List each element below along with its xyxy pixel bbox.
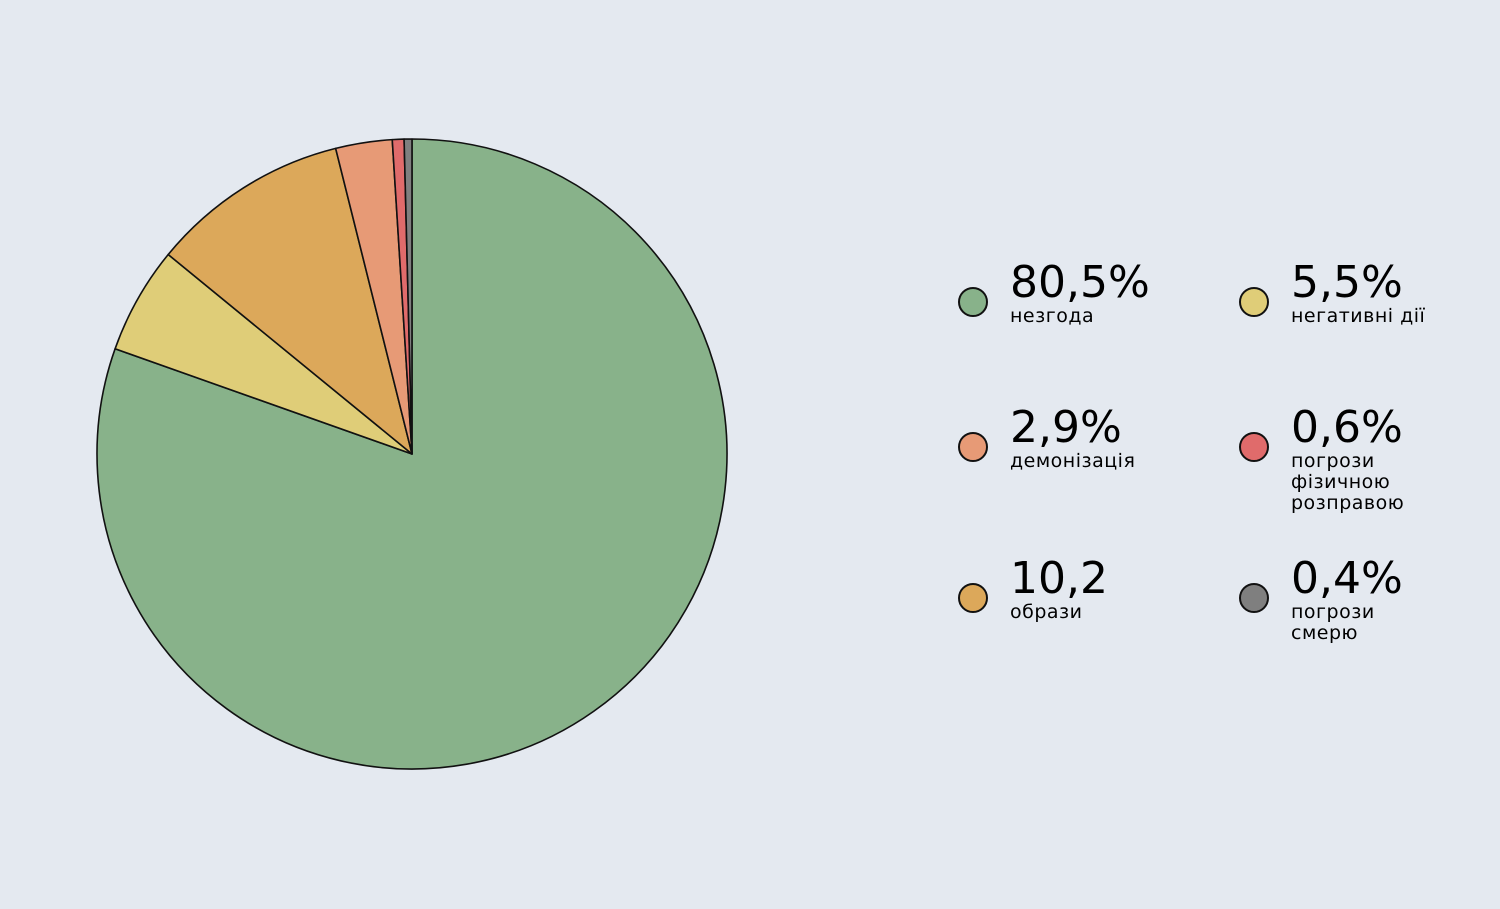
legend-label: негативні дії (1291, 305, 1426, 327)
legend-dot (958, 583, 988, 613)
legend-label: образи (1010, 601, 1083, 623)
legend-label: незгода (1010, 305, 1095, 327)
legend-item: 0,4% погрози смерю (1239, 553, 1491, 644)
legend-label: погрози смерю (1291, 601, 1375, 644)
legend-item: 10,2 образи (958, 553, 1210, 623)
legend-value: 10,2 (1010, 553, 1108, 604)
legend-item: 5,5% негативні дії (1239, 257, 1491, 327)
legend-dot (958, 432, 988, 462)
legend-dot (958, 287, 988, 317)
legend-item: 0,6% погрози фізичною розправою (1239, 402, 1491, 514)
legend-value: 2,9% (1010, 402, 1122, 453)
legend-label: демонізація (1010, 450, 1136, 472)
pie-slice (403, 138, 413, 455)
legend-value: 5,5% (1291, 257, 1403, 308)
legend-dot (1239, 432, 1269, 462)
legend-dot (1239, 583, 1269, 613)
legend-dot (1239, 287, 1269, 317)
legend-value: 0,4% (1291, 553, 1403, 604)
pie-slice (167, 147, 413, 455)
legend-value: 80,5% (1010, 257, 1150, 308)
legend-value: 0,6% (1291, 402, 1403, 453)
legend-item: 2,9% демонізація (958, 402, 1210, 472)
legend-item: 80,5% незгода (958, 257, 1210, 327)
pie-chart (96, 138, 728, 770)
legend-label: погрози фізичною розправою (1291, 450, 1405, 514)
